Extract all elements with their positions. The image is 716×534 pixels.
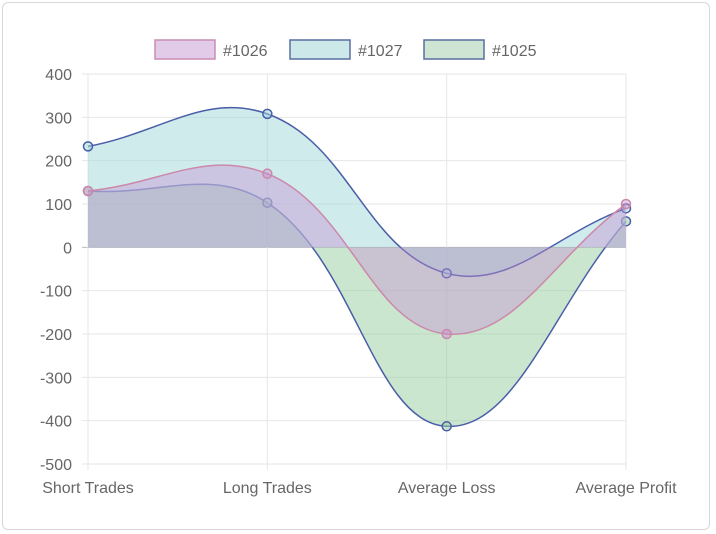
legend-label: #1026 [223,43,268,60]
data-point[interactable] [82,185,94,197]
x-tick-label: Average Profit [575,480,677,497]
legend-swatch [423,39,485,60]
y-tick-label: -200 [40,327,72,344]
y-tick-label: -300 [40,370,72,387]
data-point[interactable] [441,328,452,340]
x-tick-label: Average Loss [398,480,496,497]
legend-item[interactable]: #1027 [289,39,403,60]
legend-label: #1027 [358,43,403,60]
y-tick-label: 400 [45,67,72,84]
y-tick-label: 300 [45,110,72,127]
data-point[interactable] [82,141,94,152]
legend-swatch [289,39,351,60]
series-area [88,165,626,335]
y-tick-label: 200 [45,154,72,171]
data-point[interactable] [441,421,452,432]
legend-item[interactable]: #1026 [154,39,268,60]
y-tick-label: 100 [45,197,72,214]
legend-item[interactable]: #1025 [423,39,537,60]
legend-swatch [154,39,216,60]
legend-label: #1025 [492,43,537,60]
data-point[interactable] [262,108,273,120]
x-tick-label: Long Trades [223,480,312,497]
series-line [87,106,627,278]
y-tick-label: -400 [40,414,72,431]
data-point[interactable] [441,268,452,279]
x-tick-label: Short Trades [42,480,134,497]
series-line [87,164,627,335]
y-tick-label: -100 [40,284,72,301]
series-area [88,107,626,277]
y-tick-label: 0 [63,240,72,257]
data-point[interactable] [262,168,273,179]
y-tick-label: -500 [40,457,72,474]
data-point[interactable] [620,198,632,210]
